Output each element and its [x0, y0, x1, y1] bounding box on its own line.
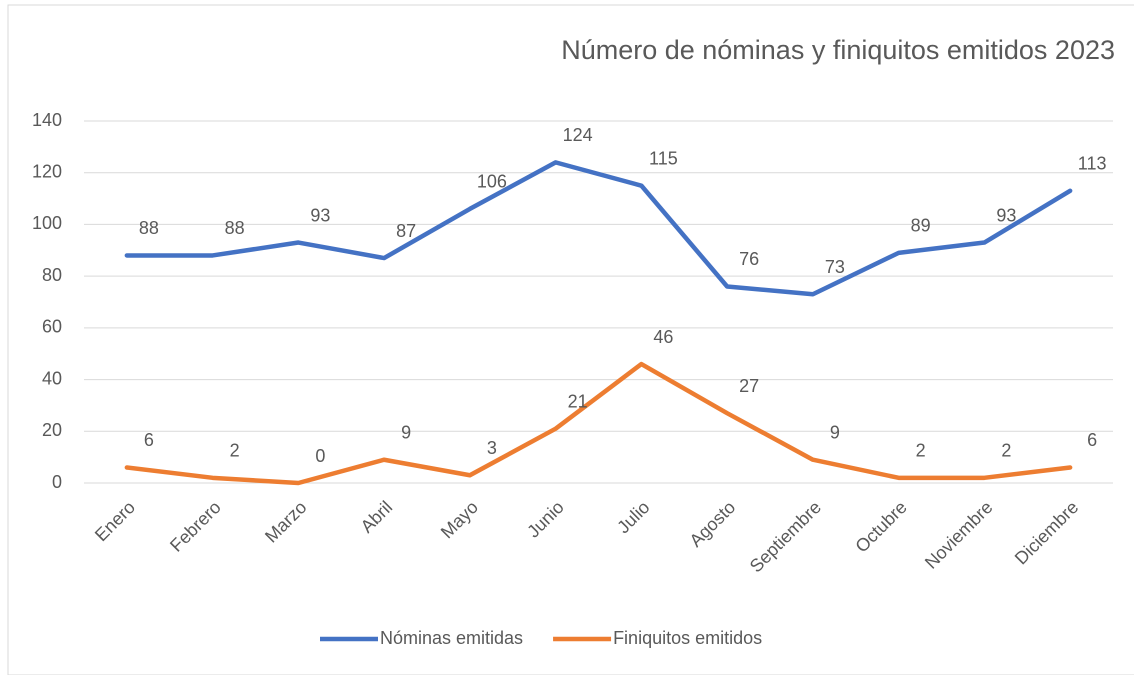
data-label: 46 — [653, 327, 673, 347]
series-line — [124, 361, 1073, 486]
data-label: 27 — [739, 376, 759, 396]
data-label: 21 — [568, 391, 588, 411]
y-tick-label: 20 — [42, 420, 62, 440]
data-label: 87 — [396, 221, 416, 241]
y-tick-label: 0 — [52, 472, 62, 492]
data-label: 2 — [1001, 441, 1011, 461]
legend-label: Finiquitos emitidos — [613, 628, 762, 648]
data-label: 88 — [225, 218, 245, 238]
data-label: 89 — [911, 216, 931, 236]
data-label: 6 — [144, 430, 154, 450]
y-tick-label: 140 — [32, 110, 62, 130]
data-label: 2 — [916, 441, 926, 461]
data-label: 93 — [996, 205, 1016, 225]
series-line — [124, 160, 1073, 297]
data-label: 3 — [487, 438, 497, 458]
data-label: 106 — [477, 172, 507, 192]
y-tick-label: 80 — [42, 265, 62, 285]
data-label: 73 — [825, 257, 845, 277]
data-label: 115 — [649, 148, 678, 168]
data-label: 6 — [1087, 430, 1097, 450]
data-label: 9 — [401, 422, 411, 442]
legend-label: Nóminas emitidas — [380, 628, 523, 648]
data-label: 88 — [139, 218, 159, 238]
data-label: 124 — [563, 125, 593, 145]
chart-border — [7, 4, 1134, 675]
chart-title: Número de nóminas y finiquitos emitidos … — [561, 35, 1115, 65]
data-label: 113 — [1078, 154, 1107, 174]
data-label: 9 — [830, 422, 840, 442]
data-label: 93 — [310, 205, 330, 225]
data-label: 76 — [739, 249, 759, 269]
y-tick-label: 60 — [42, 317, 62, 337]
data-label: 2 — [230, 441, 240, 461]
y-tick-label: 120 — [32, 161, 62, 181]
data-label: 0 — [315, 446, 325, 466]
y-tick-label: 40 — [42, 368, 62, 388]
y-tick-label: 100 — [32, 213, 62, 233]
